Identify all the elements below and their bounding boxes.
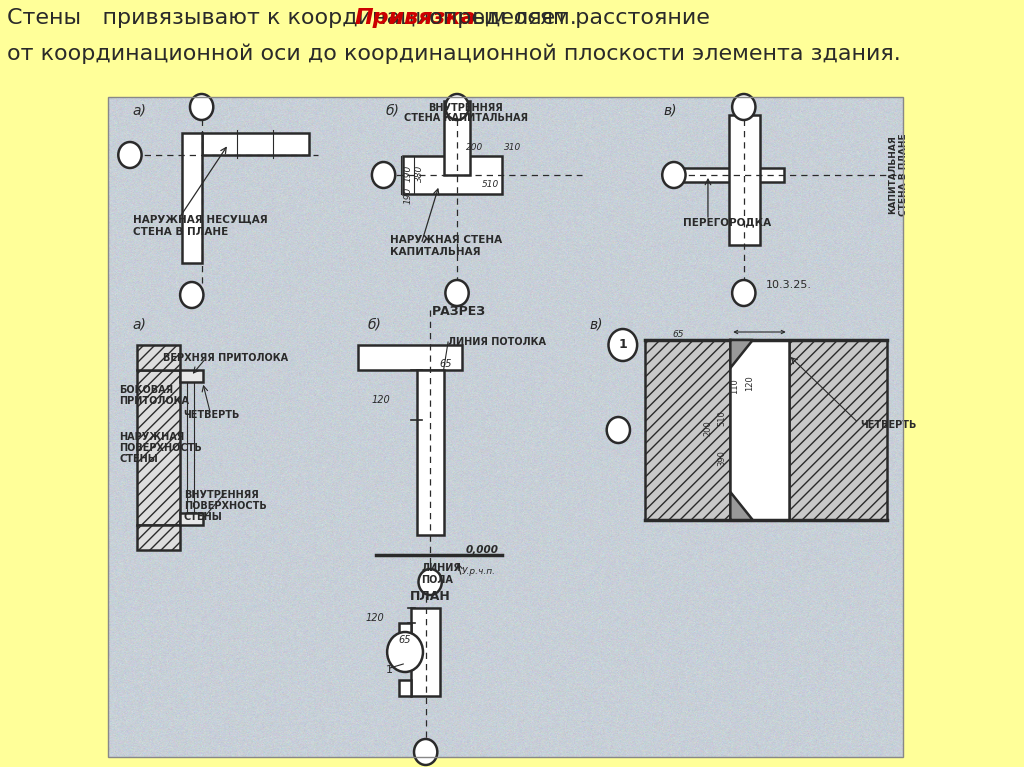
Text: 0,000: 0,000 [466, 545, 499, 555]
Text: б): б) [368, 317, 381, 331]
Text: от координационной оси до координационной плоскости элемента здания.: от координационной оси до координационно… [7, 43, 901, 64]
Bar [728, 115, 760, 245]
Text: СТЕНА КАПИТАЛЬНАЯ: СТЕНА КАПИТАЛЬНАЯ [404, 113, 528, 123]
Bar [180, 370, 203, 382]
Circle shape [663, 162, 685, 188]
Text: 65: 65 [672, 330, 684, 339]
Text: ПОВЕРХНОСТЬ: ПОВЕРХНОСТЬ [183, 501, 266, 511]
Bar [137, 345, 180, 370]
Circle shape [419, 569, 441, 595]
Bar [730, 340, 788, 520]
Text: Привязка: Привязка [354, 8, 476, 28]
Text: КАПИТАЛЬНАЯ
СТЕНА В ПЛАНЕ: КАПИТАЛЬНАЯ СТЕНА В ПЛАНЕ [888, 133, 907, 216]
Text: 510: 510 [717, 410, 726, 426]
Text: НАРУЖНАЯ СТЕНА: НАРУЖНАЯ СТЕНА [390, 235, 502, 245]
Circle shape [414, 739, 437, 765]
Bar [645, 340, 730, 520]
Text: 65: 65 [398, 635, 412, 645]
Bar [358, 345, 462, 370]
Circle shape [445, 94, 469, 120]
Bar [137, 370, 180, 525]
Text: СТЕНА В ПЛАНЕ: СТЕНА В ПЛАНЕ [133, 227, 228, 237]
Bar [677, 168, 784, 182]
Text: 120: 120 [745, 375, 755, 390]
Text: ВНУТРЕННЯЯ: ВНУТРЕННЯЯ [429, 103, 504, 113]
Text: 190: 190 [403, 165, 413, 183]
Text: НАРУЖНАЯ НЕСУЩАЯ: НАРУЖНАЯ НЕСУЩАЯ [133, 215, 267, 225]
Circle shape [190, 94, 213, 120]
Text: в): в) [590, 317, 603, 331]
Text: 380: 380 [415, 165, 424, 183]
Circle shape [119, 142, 141, 168]
Text: ВЕРХНЯЯ ПРИТОЛОКА: ВЕРХНЯЯ ПРИТОЛОКА [163, 353, 288, 363]
Circle shape [387, 632, 423, 672]
Text: ЛИНИЯ ПОТОЛКА: ЛИНИЯ ПОТОЛКА [449, 337, 546, 347]
Circle shape [445, 280, 469, 306]
Bar [182, 133, 202, 263]
Text: 1: 1 [618, 338, 627, 351]
Bar [108, 97, 903, 757]
Text: 200: 200 [703, 420, 713, 436]
Text: 200: 200 [466, 143, 483, 152]
Bar [788, 340, 887, 520]
Text: РАЗРЕЗ: РАЗРЕЗ [432, 305, 485, 318]
Circle shape [372, 162, 395, 188]
Polygon shape [730, 340, 753, 368]
Text: 10.3.25.: 10.3.25. [766, 280, 812, 290]
Text: в): в) [664, 103, 677, 117]
Text: ПРИТОЛОКА: ПРИТОЛОКА [119, 396, 189, 406]
Circle shape [606, 417, 630, 443]
Polygon shape [730, 492, 753, 520]
Text: У.р.ч.п.: У.р.ч.п. [462, 567, 496, 576]
Text: СТЕНЫ: СТЕНЫ [119, 454, 158, 464]
Text: 310: 310 [504, 143, 521, 152]
Text: 510: 510 [482, 180, 500, 189]
Circle shape [732, 94, 756, 120]
Text: ЛИНИЯ: ЛИНИЯ [421, 563, 461, 573]
Text: НАРУЖНАЯ: НАРУЖНАЯ [119, 432, 184, 442]
Circle shape [608, 329, 637, 361]
Bar [398, 623, 412, 639]
Text: ПЕРЕГОРОДКА: ПЕРЕГОРОДКА [683, 217, 771, 227]
Bar [137, 525, 180, 550]
Bar [180, 513, 203, 525]
Text: ПОЛА: ПОЛА [421, 575, 453, 585]
Text: ВНУТРЕННЯЯ: ВНУТРЕННЯЯ [183, 490, 258, 500]
Circle shape [180, 282, 204, 308]
Circle shape [732, 280, 756, 306]
Text: ЧЕТВЕРТЬ: ЧЕТВЕРТЬ [860, 420, 916, 430]
Text: Стены   привязывают к координационным осям.: Стены привязывают к координационным осям… [7, 8, 584, 28]
Bar [202, 133, 309, 155]
Text: 65: 65 [439, 359, 452, 369]
Text: БОКОВАЯ: БОКОВАЯ [119, 385, 173, 395]
Bar [403, 156, 502, 194]
Text: СТЕНЫ: СТЕНЫ [183, 512, 222, 522]
Text: КАПИТАЛЬНАЯ: КАПИТАЛЬНАЯ [390, 247, 480, 257]
Text: 110: 110 [730, 378, 739, 393]
Text: б): б) [385, 103, 399, 117]
Text: а): а) [133, 317, 146, 331]
Text: а): а) [133, 103, 146, 117]
Bar [412, 608, 440, 696]
Text: ПОВЕРХНОСТЬ: ПОВЕРХНОСТЬ [119, 443, 202, 453]
Text: 190: 190 [403, 187, 413, 204]
Bar [398, 680, 412, 696]
Text: ЧЕТВЕРТЬ: ЧЕТВЕРТЬ [183, 410, 240, 420]
Text: ПЛАН: ПЛАН [410, 590, 451, 603]
Text: 120: 120 [366, 613, 384, 623]
Bar [443, 101, 470, 175]
Text: 120: 120 [372, 395, 390, 405]
Text: определяет расстояние: определяет расстояние [422, 8, 710, 28]
Bar [417, 370, 443, 535]
Text: 1: 1 [385, 665, 392, 675]
Text: 390: 390 [717, 450, 726, 466]
